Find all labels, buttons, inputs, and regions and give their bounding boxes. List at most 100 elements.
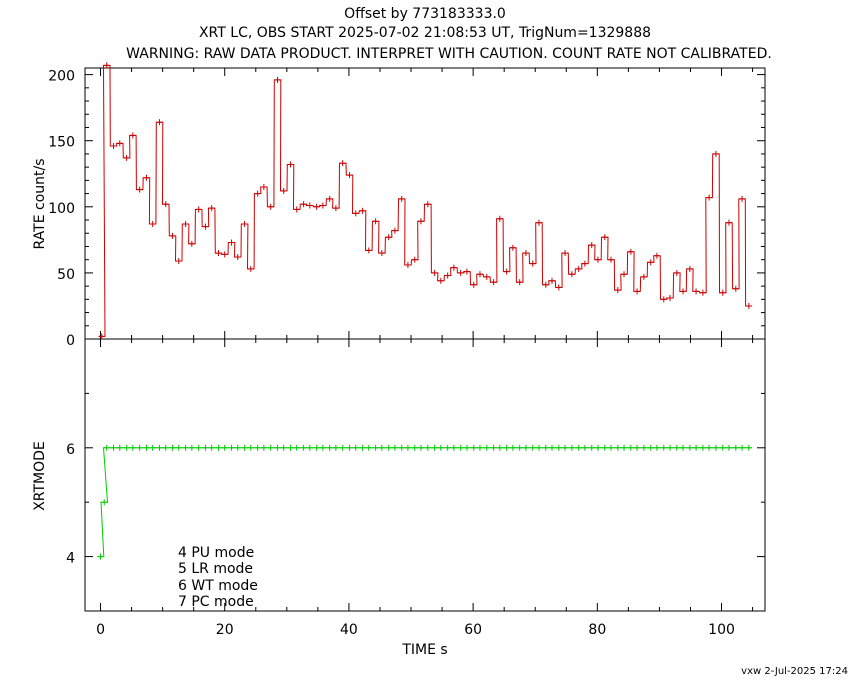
mode-y-tick-label: 6: [66, 442, 75, 458]
mode-point: [555, 444, 562, 451]
rate-point: [522, 250, 529, 257]
rate-y-tick-label: 0: [66, 333, 75, 349]
rate-point: [98, 333, 105, 340]
mode-point: [215, 444, 222, 451]
mode-point: [101, 499, 108, 506]
mode-point: [241, 444, 248, 451]
rate-point: [162, 201, 169, 208]
rate-axis-label: RATE count/s: [32, 158, 48, 249]
axis-ticks: 0 20 40 60 80 100 0 50 100 150 200 4 6: [48, 68, 765, 638]
rate-point: [568, 271, 575, 278]
rate-step-line: [98, 64, 753, 337]
rate-point: [398, 195, 405, 202]
mode-point: [739, 444, 746, 451]
mode-point: [653, 444, 660, 451]
mode-point: [156, 444, 163, 451]
rate-point: [483, 273, 490, 280]
mode-point: [306, 444, 313, 451]
mode-point: [202, 444, 209, 451]
mode-point: [522, 444, 529, 451]
mode-point: [680, 444, 687, 451]
rate-point: [666, 295, 673, 302]
rate-point: [424, 201, 431, 208]
rate-point: [365, 247, 372, 254]
rate-point: [267, 203, 274, 210]
rate-point: [535, 219, 542, 226]
rate-y-tick-label: 50: [57, 267, 75, 283]
mode-point: [712, 444, 719, 451]
rate-point: [431, 269, 438, 276]
mode-point: [123, 444, 130, 451]
mode-point: [116, 444, 123, 451]
mode-point: [411, 444, 418, 451]
x-tick-label: 60: [464, 622, 482, 638]
rate-point: [228, 239, 235, 246]
observation-title: XRT LC, OBS START 2025-07-02 21:08:53 UT…: [199, 25, 651, 41]
rate-point: [319, 202, 326, 209]
rate-point: [247, 265, 254, 272]
legend-entry-lr: 5 LR mode: [178, 561, 253, 577]
rate-point: [699, 289, 706, 296]
rate-y-tick-label: 150: [48, 135, 75, 151]
rate-point: [116, 140, 123, 147]
mode-point: [673, 444, 680, 451]
mode-point: [686, 444, 693, 451]
rate-point: [516, 279, 523, 286]
rate-point: [607, 256, 614, 263]
mode-point: [175, 444, 182, 451]
mode-point: [535, 444, 542, 451]
mode-point: [431, 444, 438, 451]
mode-point: [529, 444, 536, 451]
mode-point: [300, 444, 307, 451]
mode-point: [745, 444, 752, 451]
rate-point: [254, 190, 261, 197]
rate-point: [169, 232, 176, 239]
mode-point: [280, 444, 287, 451]
mode-point: [562, 444, 569, 451]
mode-point: [693, 444, 700, 451]
rate-point: [188, 240, 195, 247]
rate-point: [274, 76, 281, 83]
offset-title: Offset by 773183333.0: [344, 6, 506, 22]
rate-point: [581, 260, 588, 267]
mode-point: [621, 444, 628, 451]
rate-point: [496, 215, 503, 222]
rate-point: [306, 202, 313, 209]
mode-panel-frame: [84, 338, 766, 612]
mode-point: [627, 444, 634, 451]
rate-point: [457, 269, 464, 276]
mode-point: [385, 444, 392, 451]
rate-point: [156, 119, 163, 126]
mode-point: [287, 444, 294, 451]
rate-point: [444, 272, 451, 279]
rate-point: [437, 277, 444, 284]
mode-point: [234, 444, 241, 451]
rate-point: [339, 160, 346, 167]
mode-point: [274, 444, 281, 451]
rate-point: [732, 285, 739, 292]
rate-point: [143, 174, 150, 181]
mode-point: [346, 444, 353, 451]
mode-point: [247, 444, 254, 451]
rate-point: [634, 288, 641, 295]
rate-point: [149, 220, 156, 227]
mode-point: [110, 444, 117, 451]
mode-point: [640, 444, 647, 451]
rate-point: [470, 281, 477, 288]
rate-point: [234, 254, 241, 261]
rate-point: [332, 205, 339, 212]
mode-point: [149, 444, 156, 451]
rate-point: [660, 296, 667, 303]
mode-point: [601, 444, 608, 451]
mode-point: [162, 444, 169, 451]
rate-point: [346, 172, 353, 179]
rate-point: [575, 265, 582, 272]
rate-point: [640, 273, 647, 280]
rate-point: [208, 205, 215, 212]
mode-point: [706, 444, 713, 451]
rate-point: [621, 271, 628, 278]
mode-point: [588, 444, 595, 451]
mode-point: [476, 444, 483, 451]
mode-point: [699, 444, 706, 451]
